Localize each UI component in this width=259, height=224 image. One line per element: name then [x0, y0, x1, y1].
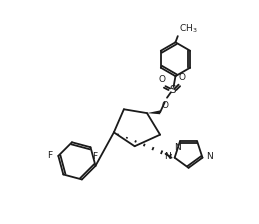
Text: O: O [178, 73, 185, 82]
Text: N: N [164, 152, 171, 162]
Polygon shape [147, 110, 160, 114]
Text: F: F [92, 152, 97, 161]
Text: N: N [206, 152, 213, 162]
Text: S: S [169, 85, 176, 95]
Text: N: N [174, 143, 181, 152]
Text: CH$_3$: CH$_3$ [179, 22, 198, 34]
Text: F: F [47, 151, 52, 160]
Text: O: O [162, 101, 169, 110]
Text: O: O [158, 75, 165, 84]
